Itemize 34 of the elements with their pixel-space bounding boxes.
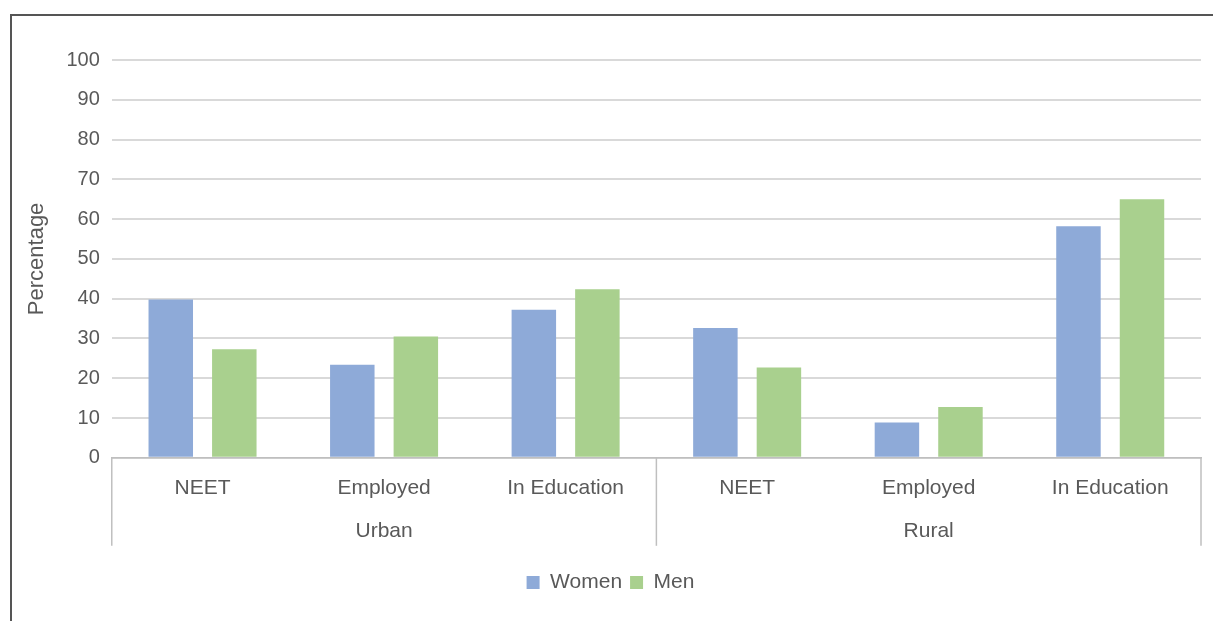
bar [1119, 199, 1165, 457]
y-tick-label: 10 [77, 405, 100, 428]
bar [511, 309, 557, 457]
y-tick-label: 60 [77, 206, 100, 229]
text: Urban [355, 517, 413, 541]
y-tick-label: 90 [77, 87, 100, 110]
x-tick-label: In Education [1051, 475, 1169, 499]
bar [693, 328, 738, 457]
bar [756, 367, 802, 457]
y-tick-label: 30 [77, 325, 100, 348]
y-tick-label: 50 [77, 246, 100, 269]
bar [1056, 226, 1101, 457]
bar [393, 336, 439, 457]
legend-label: Men [653, 569, 695, 593]
bar [212, 349, 257, 457]
x-tick-label: Employed [337, 475, 431, 499]
y-tick-label: 40 [77, 286, 100, 309]
bar [330, 364, 375, 457]
x-tick-label: NEET [719, 475, 776, 499]
x-tick-label: Employed [882, 475, 976, 499]
bar [575, 289, 620, 457]
y-tick-label: 70 [77, 166, 100, 189]
text: Rural [903, 517, 954, 541]
x-tick-label: In Education [507, 475, 624, 499]
y-tick-label: 0 [88, 445, 100, 468]
bar [938, 406, 983, 457]
y-axis-title: Percentage [23, 202, 49, 316]
y-tick-label: 20 [77, 365, 100, 388]
y-tick-label: 80 [77, 127, 100, 150]
legend-label: Women [550, 569, 623, 593]
y-tick-label: 100 [66, 47, 100, 70]
x-tick-label: NEET [174, 475, 231, 499]
bar [874, 422, 920, 457]
bar [148, 299, 194, 457]
